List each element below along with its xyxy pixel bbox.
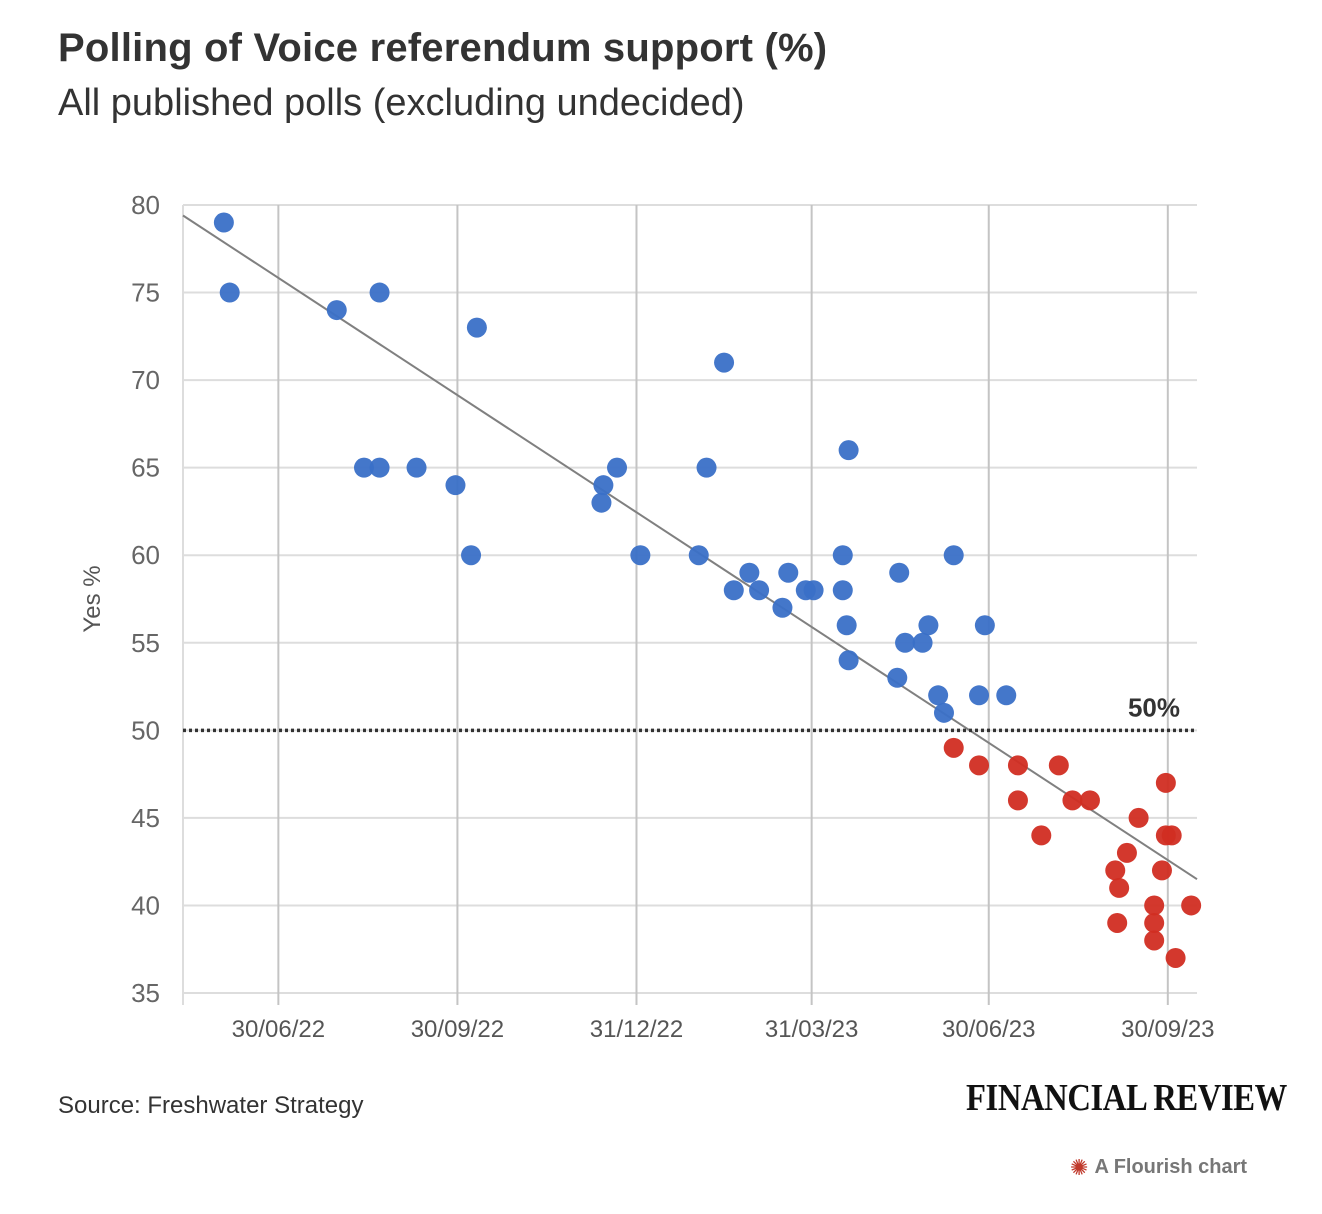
- data-point-above-39: [996, 685, 1017, 706]
- data-point-above-19: [749, 580, 770, 601]
- data-point-above-21: [778, 562, 799, 583]
- y-tick-label-75: 75: [131, 278, 160, 308]
- data-point-above-4: [369, 457, 390, 478]
- financial-review-logo: FINANCIAL REVIEW: [966, 1077, 1287, 1119]
- y-axis-title: Yes %: [79, 565, 106, 632]
- data-point-above-16: [714, 352, 735, 373]
- data-point-below-20: [1165, 947, 1186, 968]
- source-note: Source: Freshwater Strategy: [58, 1092, 364, 1119]
- data-point-above-12: [607, 457, 628, 478]
- chart-subtitle: All published polls (excluding undecided…: [58, 82, 745, 124]
- data-point-above-11: [593, 475, 614, 496]
- data-point-above-26: [836, 615, 857, 636]
- x-tick-label-1: 30/09/22: [411, 1016, 504, 1043]
- data-point-above-18: [739, 562, 760, 583]
- data-point-above-25: [832, 580, 853, 601]
- data-point-below-21: [1181, 895, 1202, 916]
- data-point-above-31: [895, 632, 916, 653]
- data-point-below-12: [1128, 807, 1149, 828]
- y-tick-label-60: 60: [131, 540, 160, 570]
- data-point-below-9: [1107, 912, 1128, 933]
- x-tick-label-3: 31/03/23: [765, 1016, 858, 1043]
- y-tick-label-50: 50: [131, 715, 160, 745]
- y-tick-label-70: 70: [131, 365, 160, 395]
- point-layer: [213, 212, 1202, 968]
- trend-line: [182, 214, 1198, 881]
- data-point-below-2: [1007, 755, 1028, 776]
- flourish-credit-label: A Flourish chart: [1094, 1156, 1248, 1178]
- grid-layer: [182, 204, 1197, 1005]
- data-point-above-2: [326, 300, 347, 321]
- x-tick-label-4: 30/06/23: [942, 1016, 1035, 1043]
- data-point-below-15: [1144, 930, 1165, 951]
- data-point-above-23: [803, 580, 824, 601]
- data-point-above-20: [772, 597, 793, 618]
- y-tick-label-35: 35: [131, 978, 160, 1008]
- y-tick-label-65: 65: [131, 453, 160, 483]
- data-point-below-8: [1105, 860, 1126, 881]
- data-point-above-10: [591, 492, 612, 513]
- data-point-above-33: [918, 615, 939, 636]
- x-tick-label-5: 30/09/23: [1121, 1016, 1214, 1043]
- data-point-below-14: [1144, 912, 1165, 933]
- data-point-above-27: [838, 440, 859, 461]
- data-point-above-36: [943, 545, 964, 566]
- data-point-above-17: [723, 580, 744, 601]
- chart-title: Polling of Voice referendum support (%): [58, 26, 828, 70]
- data-point-above-29: [887, 667, 908, 688]
- data-point-below-11: [1116, 842, 1137, 863]
- fifty-percent-label: 50%: [1128, 692, 1180, 722]
- y-tick-label-40: 40: [131, 890, 160, 920]
- data-point-below-7: [1079, 790, 1100, 811]
- x-tick-label-0: 30/06/22: [232, 1016, 325, 1043]
- data-point-above-0: [213, 212, 234, 233]
- data-point-above-24: [832, 545, 853, 566]
- data-point-above-15: [696, 457, 717, 478]
- data-point-below-0: [943, 737, 964, 758]
- y-tick-label-55: 55: [131, 628, 160, 658]
- data-point-below-10: [1109, 877, 1130, 898]
- data-point-above-3: [354, 457, 375, 478]
- data-point-above-13: [630, 545, 651, 566]
- data-point-below-17: [1155, 772, 1176, 793]
- data-point-below-5: [1048, 755, 1069, 776]
- data-point-above-8: [461, 545, 482, 566]
- data-point-above-35: [933, 702, 954, 723]
- data-point-above-9: [466, 317, 487, 338]
- data-point-below-6: [1062, 790, 1083, 811]
- data-point-below-16: [1151, 860, 1172, 881]
- data-point-below-3: [1007, 790, 1028, 811]
- flourish-logo-icon: ✺: [1070, 1154, 1089, 1180]
- data-point-below-1: [969, 755, 990, 776]
- data-point-above-38: [974, 615, 995, 636]
- data-point-above-28: [838, 650, 859, 671]
- data-point-below-19: [1161, 825, 1182, 846]
- data-point-above-34: [928, 685, 949, 706]
- data-point-below-4: [1031, 825, 1052, 846]
- data-point-above-5: [369, 282, 390, 303]
- data-point-below-13: [1144, 895, 1165, 916]
- data-point-above-6: [406, 457, 427, 478]
- y-tick-label-80: 80: [131, 190, 160, 220]
- data-point-above-1: [219, 282, 240, 303]
- x-tick-label-2: 31/12/22: [590, 1016, 683, 1043]
- flourish-credit[interactable]: ✺ A Flourish chart: [1070, 1156, 1247, 1179]
- data-point-above-30: [889, 562, 910, 583]
- data-point-above-32: [912, 632, 933, 653]
- data-point-above-7: [445, 475, 466, 496]
- data-point-above-14: [688, 545, 709, 566]
- y-tick-label-45: 45: [131, 803, 160, 833]
- axis-layer: 35 40 45 50 55 60 65 70 75 80 30/06/22 30/09/22 31/1…: [131, 190, 1214, 1043]
- data-point-above-37: [969, 685, 990, 706]
